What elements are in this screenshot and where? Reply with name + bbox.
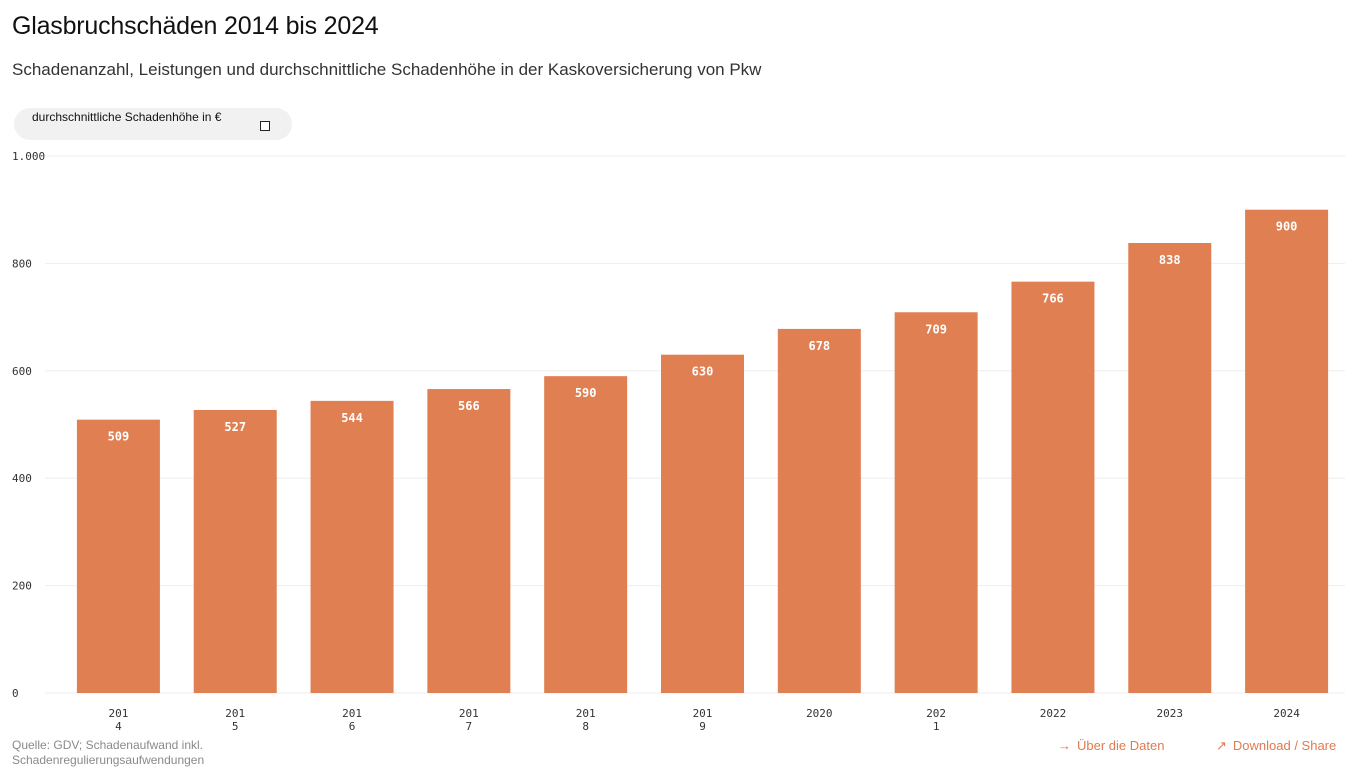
bar-value-label: 544 [341,411,363,425]
x-tick-label: 201 6 [342,707,362,733]
x-tick-label-line: 201 [225,707,245,720]
x-tick-label-line: 5 [232,720,239,733]
x-tick-label: 201 5 [225,707,245,733]
x-tick-label-line: 201 [342,707,362,720]
bar-2015[interactable] [193,410,277,693]
bar-value-label: 838 [1159,253,1181,267]
bar-2018[interactable] [544,376,628,693]
x-tick-label-line: 2024 [1273,707,1300,720]
y-tick-label: 400 [12,472,32,485]
x-tick-label-line: 201 [459,707,479,720]
bar-value-label: 630 [692,365,714,379]
share-arrow-icon: ↗ [1216,738,1227,753]
y-tick-label: 800 [12,257,32,270]
bar-2016[interactable] [310,400,394,693]
bar-2024[interactable] [1245,209,1329,693]
x-tick-label: 201 8 [576,707,596,733]
bar-value-label: 766 [1042,292,1064,306]
x-tick-label: 201 7 [459,707,479,733]
bar-2021[interactable] [894,312,978,693]
x-tick-label-line: 4 [115,720,122,733]
bar-value-label: 900 [1276,220,1298,234]
bar-value-label: 527 [224,420,246,434]
y-tick-label: 1.000 [12,150,45,163]
bar-2022[interactable] [1011,281,1095,693]
x-tick-label: 2023 [1157,707,1184,720]
x-tick-label: 2024 [1273,707,1300,720]
x-tick-label-line: 201 [693,707,713,720]
legend-label: durchschnittliche Schadenhöhe in € [32,110,222,124]
download-share-link[interactable]: ↗ Download / Share [1216,738,1336,754]
bar-2023[interactable] [1128,242,1212,693]
chart-subtitle: Schadenanzahl, Leistungen und durchschni… [12,60,762,79]
x-tick-label-line: 201 [576,707,596,720]
x-tick-label-line: 201 [108,707,128,720]
x-tick-label-line: 8 [582,720,589,733]
bar-value-label: 709 [925,322,947,336]
x-tick-label-line: 2023 [1157,707,1184,720]
x-tick-label: 2022 [1040,707,1067,720]
bar-value-label: 509 [108,430,130,444]
bar-value-label: 678 [808,339,830,353]
bar-2019[interactable] [661,354,744,693]
x-tick-label: 201 9 [693,707,713,733]
x-tick-label-line: 2020 [806,707,833,720]
y-tick-label: 0 [12,687,19,700]
about-data-link[interactable]: → Über die Daten [1058,738,1164,753]
checkbox-icon[interactable] [260,121,270,131]
x-tick-label-line: 7 [466,720,473,733]
bar-value-label: 566 [458,399,480,413]
chart-title: Glasbruchschäden 2014 bis 2024 [12,12,379,40]
download-share-label: Download / Share [1232,738,1337,753]
arrow-right-icon: → [1058,738,1071,753]
x-tick-label: 201 4 [108,707,128,733]
y-tick-label: 600 [12,365,32,378]
bar-2020[interactable] [777,328,861,693]
x-tick-label-line: 9 [699,720,706,733]
y-tick-label: 200 [12,580,32,593]
about-data-label: Über die Daten [1077,738,1165,753]
bar-value-label: 590 [575,386,597,400]
x-tick-label-line: 6 [349,720,356,733]
bar-2017[interactable] [427,389,511,693]
x-tick-label-line: 202 [926,707,946,720]
x-tick-label-line: 2022 [1040,707,1067,720]
source-note: Quelle: GDV; Schadenaufwand inkl. Schade… [12,738,205,767]
legend-toggle[interactable]: durchschnittliche Schadenhöhe in € [14,108,292,140]
x-tick-label: 2020 [806,707,833,720]
bar-2014[interactable] [76,419,160,693]
x-tick-label-line: 1 [933,720,940,733]
x-tick-label: 202 1 [926,707,946,733]
